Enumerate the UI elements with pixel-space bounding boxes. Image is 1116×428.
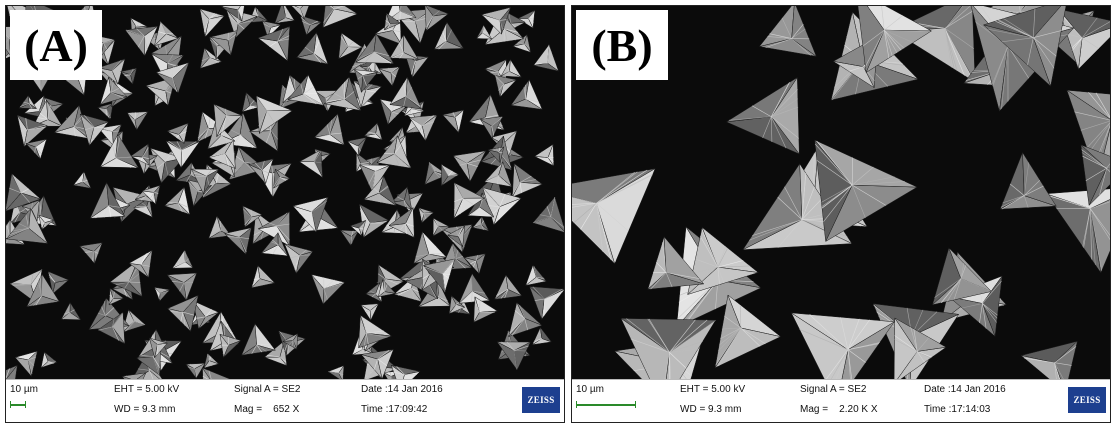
- sem-info-bar-b: 10 µm EHT = 5.00 kV WD = 9.3 mm Signal A…: [572, 379, 1110, 422]
- micrograph-image-a: [6, 6, 564, 382]
- sem-panel-b: (B) 10 µm EHT = 5.00 kV WD = 9.3 mm Sign…: [571, 5, 1111, 423]
- signal-value-b: Signal A = SE2: [800, 384, 867, 395]
- scale-bar-a: [10, 401, 26, 408]
- eht-value-b: EHT = 5.00 kV: [680, 384, 746, 395]
- time-value-b: Time :17:14:03: [924, 404, 991, 415]
- scale-label-a: 10 µm: [10, 384, 38, 395]
- micrograph-image-b: [572, 6, 1110, 382]
- zeiss-logo-a: ZEISS: [522, 387, 560, 413]
- date-value-b: Date :14 Jan 2016: [924, 384, 1006, 395]
- wd-value-b: WD = 9.3 mm: [680, 404, 742, 415]
- sem-info-bar-a: 10 µm EHT = 5.00 kV WD = 9.3 mm Signal A…: [6, 379, 564, 422]
- zeiss-logo-b: ZEISS: [1068, 387, 1106, 413]
- date-value-a: Date :14 Jan 2016: [361, 384, 443, 395]
- mag-value-b: Mag = 2.20 K X: [800, 404, 878, 415]
- signal-value-a: Signal A = SE2: [234, 384, 301, 395]
- scale-label-b: 10 µm: [576, 384, 604, 395]
- panel-label-a: (A): [10, 10, 102, 80]
- panel-label-b: (B): [576, 10, 668, 80]
- time-value-a: Time :17:09:42: [361, 404, 428, 415]
- mag-value-a: Mag = 652 X: [234, 404, 300, 415]
- scale-bar-b: [576, 401, 636, 408]
- micrograph-a: [6, 6, 564, 382]
- sem-panel-a: (A) 10 µm EHT = 5.00 kV WD = 9.3 mm Sign…: [5, 5, 565, 423]
- wd-value-a: WD = 9.3 mm: [114, 404, 176, 415]
- eht-value-a: EHT = 5.00 kV: [114, 384, 180, 395]
